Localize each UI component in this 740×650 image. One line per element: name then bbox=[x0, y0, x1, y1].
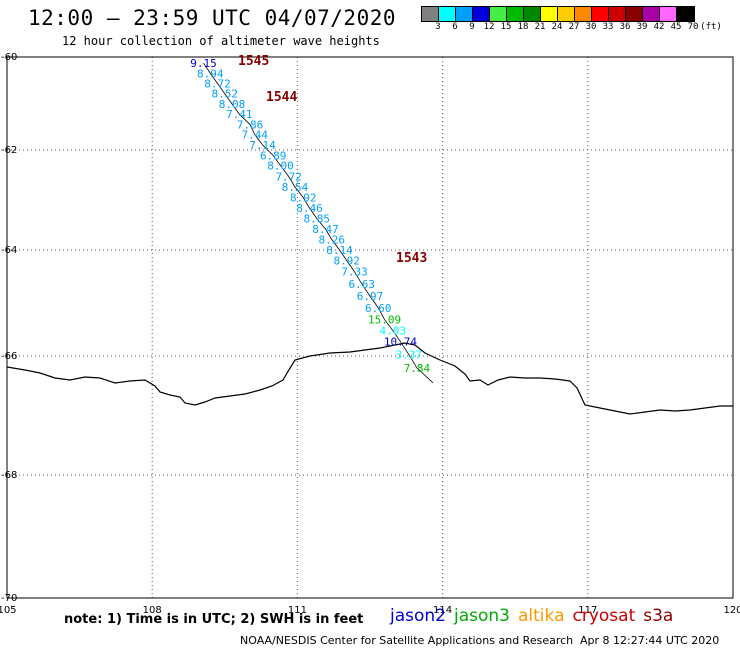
satellite-ground-track bbox=[203, 62, 434, 384]
swh-value-label: 9.15 bbox=[190, 57, 217, 70]
swh-value-label: 8.52 bbox=[212, 88, 239, 101]
longitude-tick-label: 117 bbox=[578, 605, 597, 616]
satellite-legend-item: altika bbox=[518, 606, 565, 626]
swh-value-label: 6.60 bbox=[365, 302, 392, 315]
pass-number-label: 1544 bbox=[266, 90, 297, 105]
swh-value-label: 7.84 bbox=[404, 362, 431, 375]
longitude-tick-label: 120 bbox=[723, 605, 740, 616]
legend-label: 6 bbox=[452, 22, 458, 32]
legend-swatch bbox=[541, 7, 558, 21]
axis-tick-labels: 105 108 111 114 117 120 -60 -62 -64 -66 -68 -70 bbox=[0, 52, 740, 616]
swh-value-label: 8.94 bbox=[197, 67, 224, 80]
legend-swatch bbox=[592, 7, 609, 21]
legend-swatch bbox=[507, 7, 524, 21]
swh-value-label: 8.46 bbox=[296, 202, 323, 215]
swh-value-label: 7.44 bbox=[242, 129, 269, 142]
swh-value-label: 15.09 bbox=[368, 313, 401, 326]
legend-swatch bbox=[575, 7, 592, 21]
swh-value-label: 8.26 bbox=[319, 234, 346, 247]
legend-swatch bbox=[558, 7, 575, 21]
legend-swatch bbox=[677, 7, 694, 21]
track-pass-labels: 1545 1544 1543 bbox=[238, 54, 427, 266]
latitude-tick-label: -66 bbox=[1, 351, 17, 362]
legend-label: 9 bbox=[469, 22, 475, 32]
page-title: 12:00 – 23:59 UTC 04/07/2020 bbox=[28, 6, 397, 30]
longitude-tick-label: 108 bbox=[143, 605, 162, 616]
legend-label: 18 bbox=[517, 22, 529, 32]
legend-label: 21 bbox=[534, 22, 546, 32]
credit-text: NOAA/NESDIS Center for Satellite Applica… bbox=[240, 634, 574, 647]
observation-labels: 9.158.948.728.528.087.417.867.447.146.89… bbox=[190, 57, 430, 375]
pass-number-label: 1543 bbox=[396, 251, 427, 266]
legend-label: 45 bbox=[670, 22, 682, 32]
swh-value-label: 7.41 bbox=[226, 108, 253, 121]
legend-swatch bbox=[456, 7, 473, 21]
legend-label: 36 bbox=[619, 22, 631, 32]
legend-label: 70 bbox=[687, 22, 699, 32]
legend-swatch bbox=[643, 7, 660, 21]
legend-swatch bbox=[524, 7, 541, 21]
swh-value-label: 7.86 bbox=[237, 118, 264, 131]
swh-value-label: 8.00 bbox=[267, 160, 294, 173]
satellite-legend-item: jason2 bbox=[390, 606, 446, 626]
legend-label: 27 bbox=[568, 22, 580, 32]
latitude-tick-label: -70 bbox=[1, 593, 17, 604]
legend-label: 42 bbox=[653, 22, 665, 32]
antarctic-coastline bbox=[6, 342, 733, 415]
swh-value-label: 10.74 bbox=[384, 336, 417, 349]
latitude-tick-label: -62 bbox=[1, 145, 17, 156]
swh-value-label: 7.14 bbox=[249, 139, 276, 152]
legend-unit: (ft) bbox=[700, 22, 722, 32]
swh-value-label: 8.92 bbox=[290, 192, 317, 205]
legend-label: 24 bbox=[551, 22, 563, 32]
swh-value-label: 7.33 bbox=[341, 266, 368, 279]
legend-label: 30 bbox=[585, 22, 597, 32]
swh-value-label: 6.89 bbox=[260, 150, 287, 163]
satellite-legend: jason2 jason3 altika cryosat s3a bbox=[390, 606, 681, 626]
swh-value-label: 8.72 bbox=[204, 78, 231, 91]
page-subtitle: 12 hour collection of altimeter wave hei… bbox=[62, 34, 380, 48]
footnote: note: 1) Time is in UTC; 2) SWH is in fe… bbox=[64, 612, 364, 627]
legend-swatch bbox=[626, 7, 643, 21]
legend-label: 12 bbox=[483, 22, 495, 32]
map-frame bbox=[6, 56, 734, 599]
wave-height-color-scale bbox=[421, 6, 695, 22]
satellite-legend-item: cryosat bbox=[572, 606, 636, 626]
legend-swatch bbox=[609, 7, 626, 21]
longitude-tick-label: 105 bbox=[0, 605, 17, 616]
swh-value-label: 8.47 bbox=[312, 223, 339, 236]
swh-value-label: 8.14 bbox=[326, 244, 353, 257]
swh-value-label: 3.37 bbox=[395, 348, 422, 361]
satellite-legend-item: s3a bbox=[643, 606, 674, 626]
latitude-tick-label: -64 bbox=[1, 245, 17, 256]
legend-swatch bbox=[490, 7, 507, 21]
legend-label: 3 bbox=[435, 22, 441, 32]
legend-label: 33 bbox=[602, 22, 614, 32]
pass-number-label: 1545 bbox=[238, 54, 269, 69]
longitude-tick-label: 114 bbox=[433, 605, 452, 616]
legend-swatch bbox=[660, 7, 677, 21]
legend-swatch bbox=[439, 7, 456, 21]
swh-value-label: 7.72 bbox=[275, 171, 302, 184]
legend-swatch bbox=[422, 7, 439, 21]
wave-height-scale-labels: 3 6 9 12 15 18 21 24 27 30 33 36 39 42 45 70 (ft) bbox=[421, 22, 740, 36]
latitude-tick-label: -68 bbox=[1, 470, 17, 481]
latitude-tick-label: -60 bbox=[1, 52, 17, 63]
swh-value-label: 8.85 bbox=[304, 213, 331, 226]
satellite-legend-item: jason3 bbox=[454, 606, 510, 626]
swh-value-label: 4.03 bbox=[379, 325, 406, 338]
longitude-tick-label: 111 bbox=[288, 605, 307, 616]
map-grid bbox=[6, 56, 734, 599]
swh-value-label: 6.63 bbox=[349, 278, 376, 291]
swh-value-label: 8.08 bbox=[219, 98, 246, 111]
swh-value-label: 8.54 bbox=[282, 181, 309, 194]
generated-timestamp: Apr 8 12:27:44 UTC 2020 bbox=[580, 634, 720, 647]
swh-value-label: 6.97 bbox=[357, 290, 384, 303]
legend-label: 15 bbox=[500, 22, 512, 32]
legend-label: 39 bbox=[636, 22, 648, 32]
swh-value-label: 8.92 bbox=[334, 255, 361, 268]
legend-swatch bbox=[473, 7, 490, 21]
